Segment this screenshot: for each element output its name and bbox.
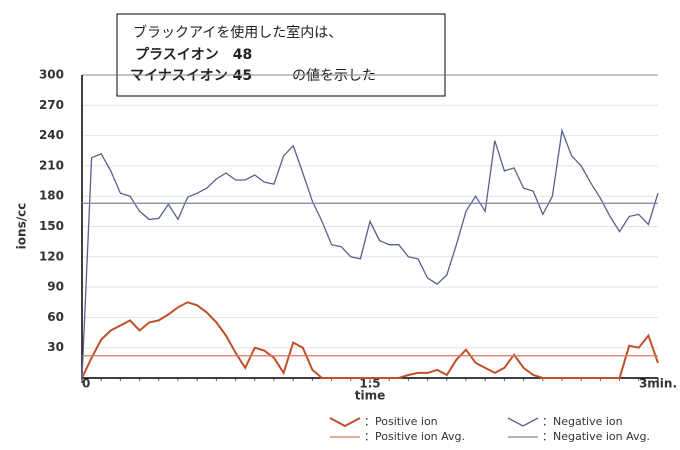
y-tick-label: 30 (47, 340, 64, 354)
y-tick-label: 60 (47, 310, 64, 324)
x-axis-label: time (355, 389, 386, 403)
annotation: ブラックアイを使用した室内は、 (133, 24, 342, 41)
legend-swatch (507, 417, 539, 427)
annotation-box (116, 13, 446, 97)
y-tick-label: 90 (47, 280, 64, 294)
annotation: の値を示した (292, 68, 376, 84)
legend-label: ：Negative ion Avg. (542, 430, 650, 443)
legend-label: ：Positive ion (364, 415, 438, 428)
y-tick-label: 120 (39, 249, 64, 263)
y-tick-label: 300 (39, 68, 64, 82)
y-tick-label: 150 (39, 219, 64, 233)
legend-label: ：Negative ion (542, 415, 623, 428)
y-tick-label: 240 (39, 128, 64, 142)
x-tick-label: 1.5 (359, 377, 380, 391)
annotation: マイナスイオン 45 (130, 68, 252, 84)
y-tick-label: 210 (39, 158, 64, 172)
y-tick-label: 180 (39, 189, 64, 203)
x-tick-label: 3min. (639, 377, 677, 391)
data-line (81, 128, 659, 379)
legend-label: ：Positive ion Avg. (364, 430, 465, 443)
data-line (81, 301, 659, 379)
x-tick-label: 0 (82, 377, 90, 391)
legend-swatch (329, 417, 361, 428)
y-axis-label: ions/cc (15, 203, 29, 250)
annotation: プラスイオン 48 (135, 47, 252, 63)
y-tick-label: 270 (39, 98, 64, 112)
